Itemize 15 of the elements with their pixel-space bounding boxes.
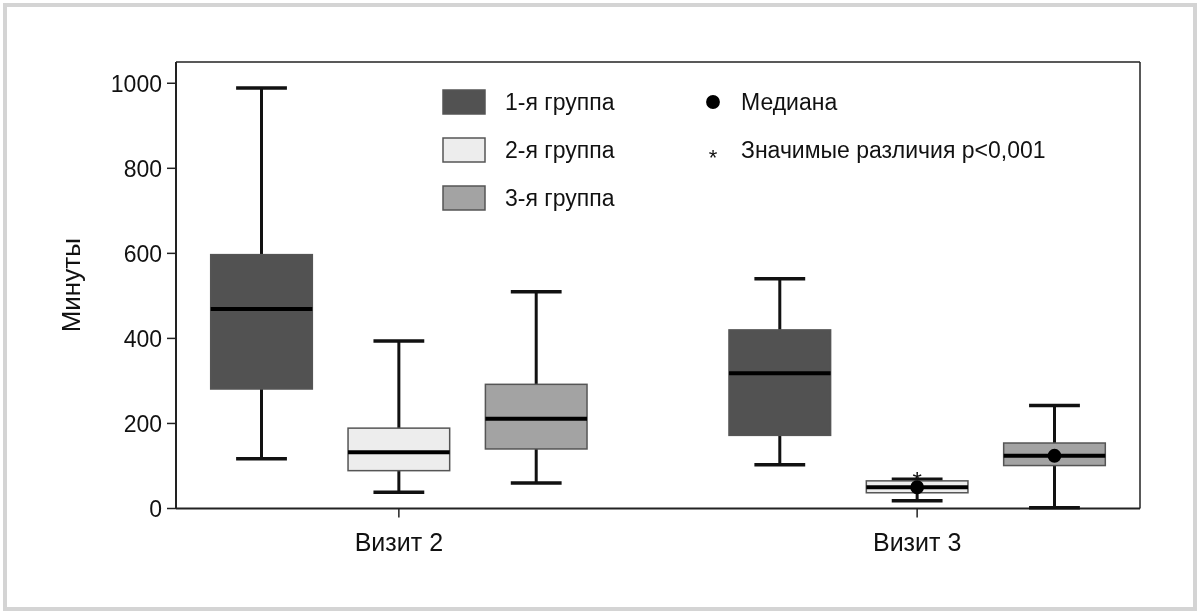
y-tick-label: 800 — [123, 155, 162, 182]
y-tick-label: 0 — [149, 495, 162, 522]
x-tick-label: Визит 2 — [354, 527, 444, 556]
y-tick-label: 1000 — [110, 70, 162, 97]
y-tick-label: 200 — [123, 410, 162, 437]
y-tick-label: 400 — [123, 325, 162, 352]
x-tick-label: Визит 3 — [872, 527, 962, 556]
legend-label: 1-я группа — [505, 89, 615, 116]
legend-label: 3-я группа — [505, 185, 615, 212]
legend-label: Медиана — [741, 89, 838, 116]
legend-label: 2-я группа — [505, 137, 615, 164]
text: * — [708, 145, 718, 171]
y-axis-title: Минуты — [56, 238, 86, 333]
annotation: Значимые различия p<0,001 — [741, 137, 1046, 164]
y-tick-label: 600 — [123, 240, 162, 267]
